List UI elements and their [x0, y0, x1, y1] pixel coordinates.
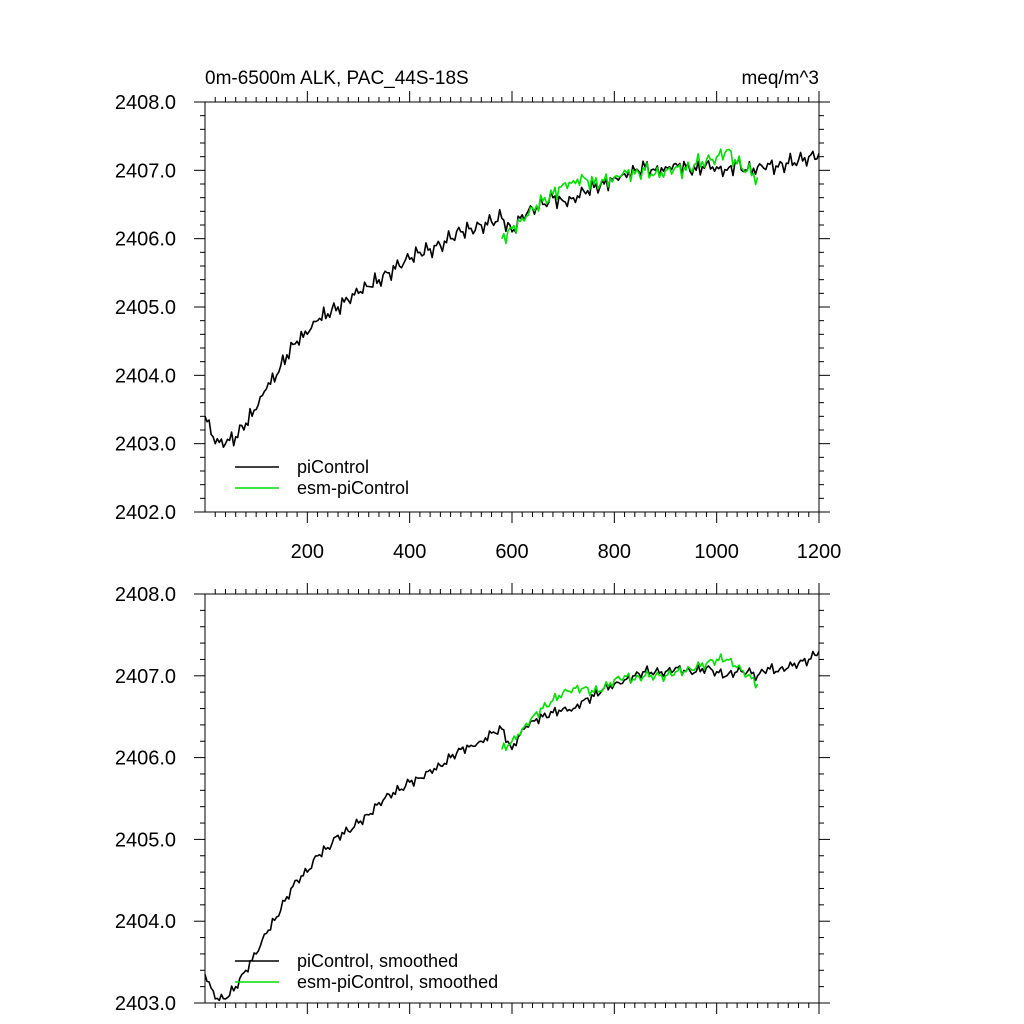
chart-panel-2: 2403.0 2404.0 2405.0 2406.0 2407.0 2408.0 piCo… [115, 583, 830, 1015]
y-tick-label: 2405.0 [115, 297, 176, 319]
series-line-picontrol-smoothed [204, 650, 820, 1002]
units-label: meq/m^3 [741, 68, 819, 89]
legend-label: esm-piControl, smoothed [297, 972, 498, 992]
plot-frame [204, 101, 820, 513]
series-line-picontrol [204, 150, 820, 448]
legend-label: esm-piControl [297, 478, 409, 498]
x-tick-label: 800 [598, 541, 631, 563]
legend-label: piControl, smoothed [297, 951, 458, 971]
y-tick-label: 2404.0 [115, 365, 176, 387]
plot-frame [204, 593, 820, 1004]
y-tick-label: 2405.0 [115, 829, 176, 851]
x-tick-label: 400 [393, 541, 426, 563]
chart-panel-1: 2402.0 2403.0 2404.0 2405.0 2406.0 2407.0 2408… [115, 68, 841, 563]
y-tick-label: 2407.0 [115, 666, 176, 688]
legend-label: piControl [297, 457, 369, 477]
y-tick-label: 2403.0 [115, 434, 176, 456]
x-tick-label: 1000 [694, 541, 739, 563]
y-tick-label: 2404.0 [115, 911, 176, 933]
y-tick-label: 2403.0 [115, 993, 176, 1015]
x-tick-label: 200 [291, 541, 324, 563]
y-tick-label: 2406.0 [115, 229, 176, 251]
x-tick-label: 1200 [797, 541, 842, 563]
x-tick-label: 600 [495, 541, 528, 563]
y-tick-label: 2406.0 [115, 748, 176, 770]
series-line-esm-picontrol [501, 148, 759, 245]
chart-title: 0m-6500m ALK, PAC_44S-18S [205, 68, 469, 89]
y-tick-label: 2408.0 [115, 584, 176, 606]
y-tick-label: 2407.0 [115, 160, 176, 182]
y-tick-label: 2402.0 [115, 502, 176, 524]
y-tick-label: 2408.0 [115, 92, 176, 114]
series-line-esm-picontrol-smoothed [501, 653, 759, 752]
